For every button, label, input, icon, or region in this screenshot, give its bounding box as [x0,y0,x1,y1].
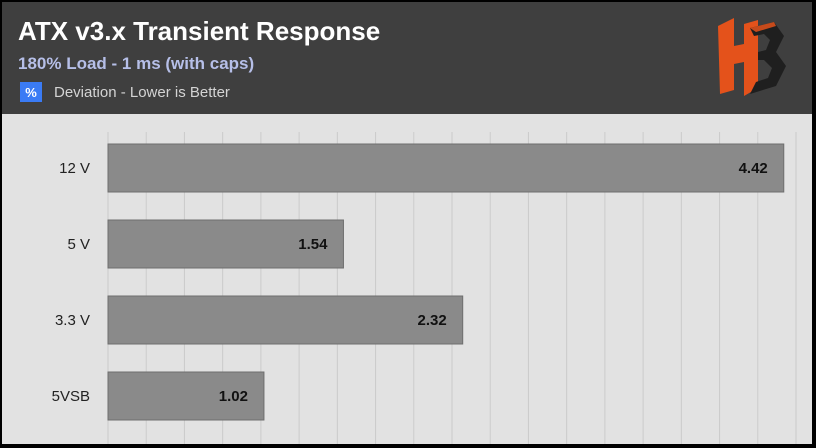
labels: 12 V 4.42 5 V 1.54 3.3 V 2.32 5VSB 1.02 [52,160,768,405]
chart-subtitle: 180% Load - 1 ms (with caps) [18,54,255,73]
legend: % Deviation - Lower is Better [20,82,230,102]
chart-title: ATX v3.x Transient Response [18,16,381,46]
bar-12-v [107,143,785,193]
value-label: 2.32 [417,312,446,329]
bar-3-3-v [107,295,464,345]
legend-swatch: % [20,82,42,102]
category-label: 5 V [67,236,90,253]
chart-header: ATX v3.x Transient Response 180% Load - … [2,2,812,114]
category-label: 12 V [59,160,90,177]
value-label: 1.02 [219,388,248,405]
hb-logo-icon [718,18,786,96]
chart-frame: ATX v3.x Transient Response 180% Load - … [2,2,812,444]
value-label: 4.42 [739,160,768,177]
category-label: 5VSB [52,388,90,405]
category-label: 3.3 V [55,312,90,329]
bars [107,143,785,421]
bar-5-v [107,219,344,269]
legend-label: Deviation - Lower is Better [54,83,230,101]
value-label: 1.54 [298,236,328,253]
bar-chart: 12 V 4.42 5 V 1.54 3.3 V 2.32 5VSB 1.02 [52,132,797,444]
bar-5vsb [107,371,265,421]
